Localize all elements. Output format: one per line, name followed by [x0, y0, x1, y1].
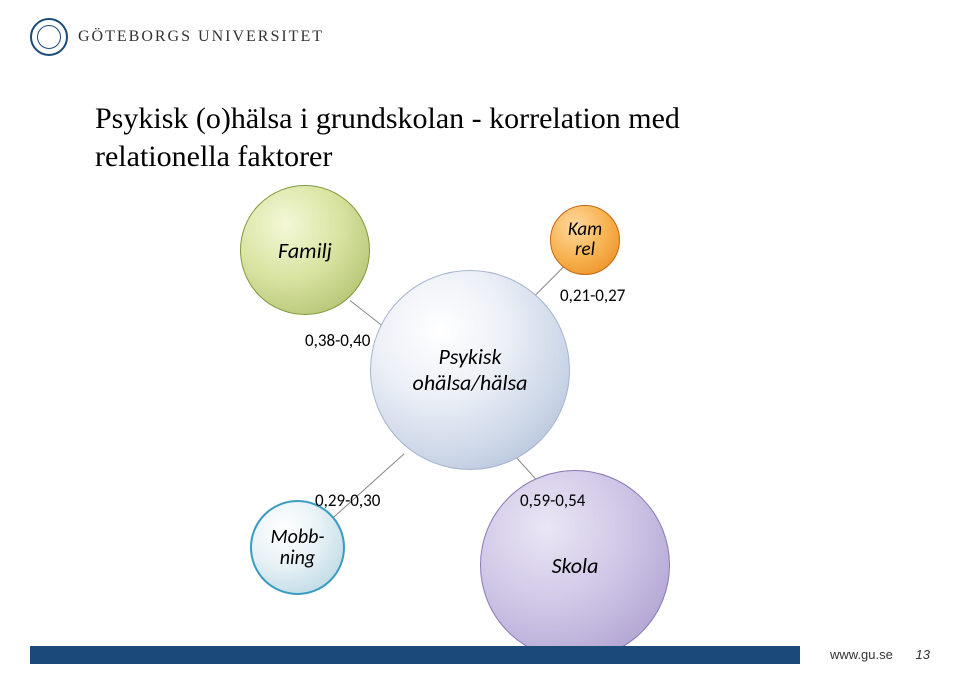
- slide: GÖTEBORGS UNIVERSITET Psykisk (o)hälsa i…: [0, 0, 960, 686]
- correlation-diagram: Psykisk ohälsa/hälsa Familj Kam rel Mobb…: [230, 190, 730, 610]
- footer-page-number: 13: [916, 647, 930, 662]
- page-title: Psykisk (o)hälsa i grundskolan - korrela…: [95, 100, 680, 175]
- kam-line-2: rel: [575, 238, 595, 261]
- header: GÖTEBORGS UNIVERSITET: [30, 18, 324, 56]
- mobb-line-2: ning: [280, 546, 315, 570]
- edge-label-kam: 0,21-0,27: [560, 285, 625, 306]
- node-mobbning: Mobb- ning: [250, 500, 345, 595]
- skola-label: Skola: [552, 552, 599, 579]
- footer-url: www.gu.se: [830, 647, 893, 662]
- familj-label: Familj: [278, 237, 332, 264]
- center-line-2: ohälsa/hälsa: [413, 370, 528, 396]
- university-name: GÖTEBORGS UNIVERSITET: [78, 28, 324, 46]
- title-line-1: Psykisk (o)hälsa i grundskolan - korrela…: [95, 102, 680, 135]
- node-center-psykisk: Psykisk ohälsa/hälsa: [370, 270, 570, 470]
- node-familj: Familj: [240, 185, 370, 315]
- footer-bar: [30, 646, 800, 664]
- center-line-1: Psykisk: [439, 344, 502, 370]
- node-kamrel: Kam rel: [550, 205, 620, 275]
- edge-label-skola: 0,59-0,54: [520, 490, 585, 511]
- university-seal-icon: [30, 18, 68, 56]
- edge-label-mobb: 0,29-0,30: [315, 490, 380, 511]
- seal-inner-icon: [37, 25, 61, 49]
- title-line-2: relationella faktorer: [95, 140, 332, 173]
- edge-label-familj: 0,38-0,40: [305, 330, 370, 351]
